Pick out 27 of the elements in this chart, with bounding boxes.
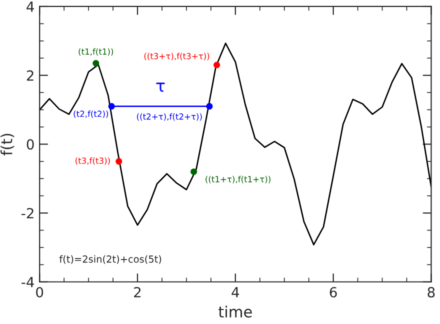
point [206, 103, 213, 110]
series-label: ((t2+τ),f(t2+τ)) [137, 113, 202, 121]
y-axis-title: f(t) [0, 134, 14, 156]
y-tick-label: 4 [26, 2, 34, 12]
y-tick-label: -4 [22, 277, 34, 288]
series-label: (t3,f(t3)) [76, 157, 110, 165]
series-label: ((t3+τ),f(t3+τ)) [144, 52, 210, 60]
y-tick-label: -2 [22, 208, 34, 218]
series-label: ((t1+τ),f(t1+τ)) [206, 176, 270, 184]
point [214, 62, 220, 68]
series-label: (t2,f(t2)) [74, 110, 108, 118]
y-tick-label: 2 [26, 70, 34, 81]
x-tick-label: 6 [330, 286, 337, 298]
point [108, 103, 115, 110]
point [116, 158, 122, 165]
series-label: (t1,f(t1)) [78, 48, 114, 56]
x-tick-label: 2 [134, 286, 141, 298]
line-series [40, 42, 432, 246]
series-label: τ [156, 82, 165, 92]
point [190, 168, 198, 175]
x-axis-title: time [218, 306, 252, 318]
x-tick-label: 8 [428, 286, 435, 298]
y-tick-label: 0 [26, 139, 34, 150]
x-tick-label: 0 [36, 286, 44, 298]
point [92, 60, 100, 67]
x-tick-label: 4 [232, 287, 240, 298]
annotation: f(t)=2sin(2t)+cos(5t) [59, 255, 162, 264]
